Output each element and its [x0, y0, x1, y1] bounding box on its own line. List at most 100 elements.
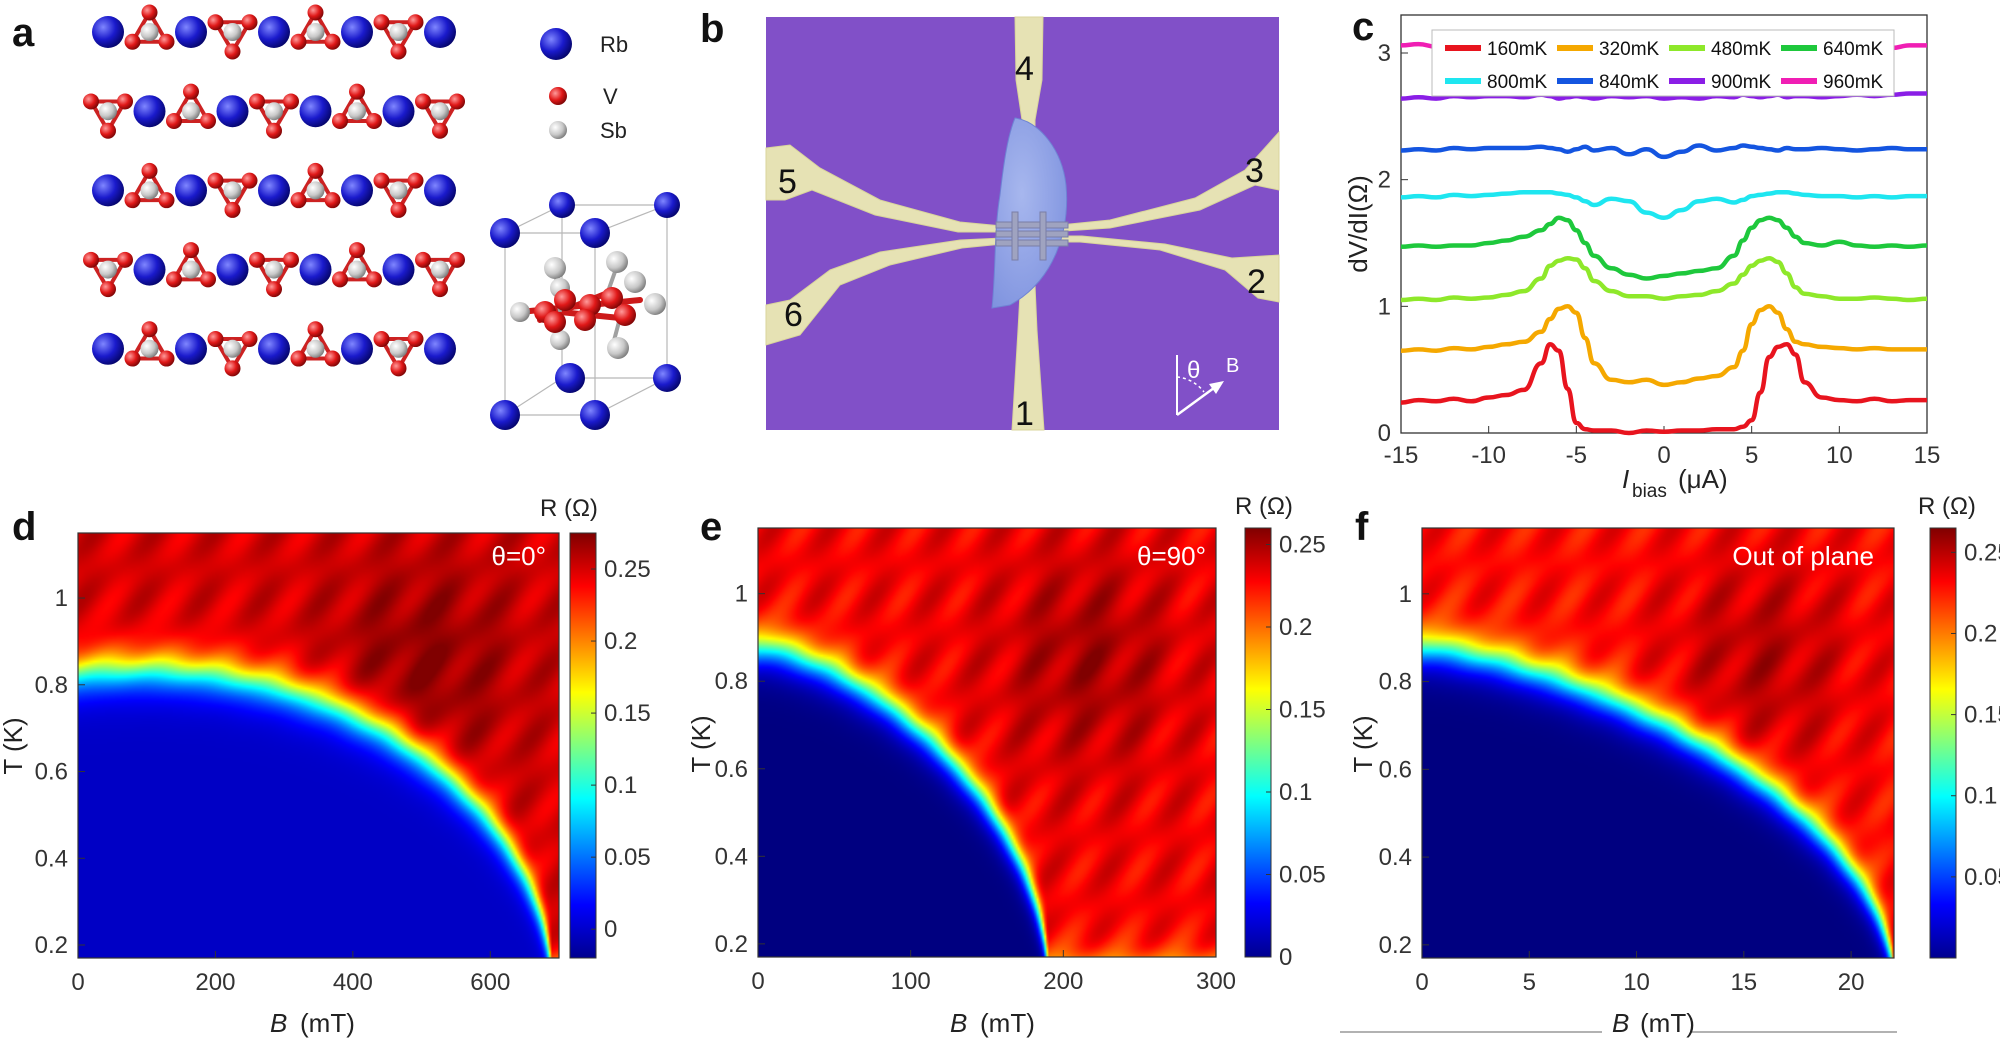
rb-atom [133, 95, 166, 128]
d-colorbar-ticks: 0 0.05 0.1 0.15 0.2 0.25 [591, 556, 651, 943]
sb-atom [431, 102, 449, 121]
panel-letter-d: d [12, 505, 36, 549]
legend-label-320mK: 320mK [1599, 39, 1660, 60]
y-tick-label: 1 [55, 585, 68, 612]
legend-box [1431, 29, 1895, 97]
v-atom [283, 93, 299, 110]
x-label-subscript: bias [1632, 481, 1667, 502]
dvdi-line-chart: -15 -10 -5 0 5 10 15 0 1 2 3 160mK 320mK 480mK 640mK 8… [1343, 14, 1941, 502]
v-bond [129, 8, 170, 44]
y-tick-label: 0.6 [1379, 756, 1412, 783]
v-atom [407, 14, 424, 31]
v-atom-swatch [549, 87, 567, 105]
v-atom [266, 122, 282, 139]
sb-atom [389, 339, 408, 358]
field-angle-diagram: θ B [1176, 355, 1239, 417]
sb-atom [223, 181, 242, 200]
v-atom [224, 201, 241, 218]
colorbar-tick-label: 0.2 [604, 628, 637, 655]
contact-label-1: 1 [1015, 395, 1034, 433]
y-axis-label-d: T (K) [0, 717, 28, 774]
f-ticks: 0 5 10 15 20 0.2 0.4 0.6 0.8 1 [1379, 581, 1865, 996]
rb-atom [258, 332, 290, 365]
v-atom [249, 93, 265, 110]
y-axis-label-c: dV/dI(Ω) [1343, 175, 1373, 272]
sb-atom [431, 260, 449, 279]
crystal-structure-panel: Rb V Sb [83, 4, 681, 430]
x-tick-label: 0 [1415, 969, 1428, 996]
y-tick-label: 1 [1378, 293, 1391, 320]
y-tick-label: 2 [1378, 167, 1391, 194]
colorbar-title-e: R (Ω) [1235, 493, 1293, 520]
rb-atom [299, 95, 332, 128]
c-ticks: -15 -10 -5 0 5 10 15 0 1 2 3 [1378, 40, 1941, 469]
f-colorbar-ticks: 0.05 0.1 0.15 0.2 0.25 [1951, 539, 2000, 891]
y-tick-label: 3 [1378, 40, 1391, 67]
rb-atom [424, 332, 456, 365]
colorbar-tick-label: 0.05 [1964, 864, 2000, 891]
x-tick-label: 200 [195, 969, 235, 996]
sb-atom [348, 260, 366, 279]
legend-sb: Sb [600, 118, 627, 143]
x-tick-label: 100 [891, 968, 931, 995]
y-tick-label: 0.6 [35, 759, 68, 786]
y-tick-label: 0.8 [35, 672, 68, 699]
sb-atom [306, 181, 325, 200]
x-tick-label: 0 [751, 968, 764, 995]
v-atom [207, 331, 224, 348]
sb-atom [99, 260, 117, 279]
sb-atom [140, 339, 159, 358]
y-tick-label: 0.4 [715, 843, 748, 870]
v-bond [253, 99, 295, 135]
v-atom [349, 83, 365, 100]
sb-atom [389, 23, 408, 41]
rb-atom [175, 332, 207, 365]
contact-label-2: 2 [1247, 263, 1266, 301]
x-tick-label: 15 [1914, 442, 1941, 469]
x-tick-label: 400 [333, 969, 373, 996]
v-atom [141, 321, 158, 338]
rb-atom [424, 16, 456, 48]
v-atom [407, 172, 424, 189]
series-line-160mK [1400, 342, 1927, 436]
x-tick-label: 200 [1043, 968, 1083, 995]
rb-atom [258, 174, 290, 207]
v-bond [378, 20, 419, 56]
v-atom [124, 33, 141, 50]
colorbar-d [569, 532, 597, 959]
colorbar-tick-label: 0.1 [1964, 783, 1997, 810]
v-atom [124, 192, 141, 209]
v-atom [241, 331, 258, 348]
y-axis-label-f: T (K) [1348, 715, 1378, 772]
contact-label-6: 6 [784, 296, 803, 334]
v-atom [390, 360, 407, 377]
v-atom [124, 350, 141, 367]
sb-atom [348, 102, 366, 121]
v-atom [266, 281, 282, 298]
heatmap-d: θ=0° 0 200 400 600 0.2 0.4 0.6 0.8 1 0 0.05 0.1 0.1… [0, 495, 651, 1038]
colorbar-tick-label: 0.05 [1279, 862, 1326, 889]
x-tick-label: 20 [1838, 969, 1865, 996]
v-bond [295, 325, 336, 361]
v-bond [212, 178, 253, 214]
v-bond [378, 178, 419, 214]
e-ticks: 0 100 200 300 0.2 0.4 0.6 0.8 1 [715, 581, 1236, 995]
v-atom [158, 33, 175, 50]
colorbar-tick-label: 0.15 [604, 700, 651, 727]
v-atom [83, 93, 99, 110]
v-atom [332, 271, 348, 288]
legend-label-900mK: 900mK [1711, 72, 1772, 93]
v-bond [378, 337, 419, 373]
v-atom [415, 93, 431, 110]
v-bond [129, 166, 170, 203]
v-atom [390, 43, 407, 60]
sb-atom [306, 23, 325, 41]
v-atom [200, 271, 216, 288]
v-atom [373, 172, 390, 189]
rb-atom [175, 16, 207, 48]
e-colorbar-ticks: 0 0.05 0.1 0.15 0.2 0.25 [1266, 532, 1326, 971]
x-tick-label: 10 [1623, 969, 1650, 996]
rb-atom [341, 174, 373, 207]
heatmap-image-f [1422, 528, 1894, 958]
v-atom [117, 93, 133, 110]
